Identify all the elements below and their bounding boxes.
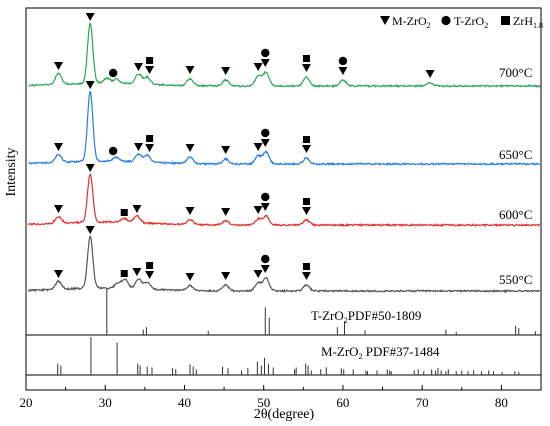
triangle-marker	[85, 13, 95, 21]
triangle-marker	[425, 70, 435, 78]
x-tick-label: 60	[336, 395, 349, 410]
triangle-marker	[185, 207, 195, 215]
triangle-marker	[221, 272, 231, 280]
x-tick-label: 70	[416, 395, 429, 410]
triangle-marker	[85, 164, 95, 172]
triangle-marker	[221, 208, 231, 216]
triangle-marker	[185, 273, 195, 281]
triangle-marker	[260, 139, 270, 147]
legend-label-zrh18: ZrH1.8	[513, 14, 543, 30]
triangle-marker	[301, 272, 311, 280]
square-marker	[146, 135, 154, 142]
legend-circle-icon	[441, 15, 451, 26]
triangle-marker	[338, 67, 348, 75]
triangle-marker	[301, 207, 311, 215]
square-marker	[146, 262, 154, 269]
legend-label-m-zro2: M-ZrO2	[392, 14, 431, 30]
triangle-marker	[260, 265, 270, 273]
square-marker	[302, 198, 310, 205]
series-label-700: 700°C	[499, 65, 532, 80]
triangle-marker	[185, 144, 195, 152]
circle-marker	[261, 192, 270, 202]
triangle-marker	[253, 270, 263, 278]
square-marker	[120, 209, 128, 216]
circle-marker	[338, 56, 348, 66]
triangle-marker	[53, 143, 63, 151]
x-tick-label: 20	[20, 395, 33, 410]
series-label-650: 650°C	[499, 147, 532, 162]
triangle-marker	[301, 145, 311, 153]
triangle-marker	[132, 205, 142, 213]
triangle-marker	[253, 63, 263, 71]
circle-marker	[261, 48, 270, 58]
circle-marker	[108, 146, 118, 156]
x-tick-label: 80	[495, 395, 508, 410]
triangle-marker	[260, 203, 270, 211]
series-line-650°C	[28, 90, 541, 167]
circle-marker	[108, 68, 118, 78]
series-line-550°C	[27, 235, 541, 294]
triangle-marker	[145, 271, 155, 279]
reference-patterns	[57, 289, 536, 375]
triangle-marker	[253, 143, 263, 151]
triangle-marker	[185, 66, 195, 74]
square-marker	[302, 263, 310, 270]
triangle-marker	[85, 226, 95, 234]
square-marker	[146, 57, 154, 64]
circle-marker	[261, 128, 270, 138]
triangle-marker	[134, 143, 144, 151]
square-marker	[302, 136, 310, 143]
reference-label-t-zro2: T-ZrO2PDF#50-1809	[311, 308, 421, 325]
phase-markers	[53, 13, 435, 281]
reference-label-m-zro2: M-ZrO2 PDF#37-1484	[321, 344, 440, 361]
series-label-600: 600°C	[499, 207, 532, 222]
square-marker	[120, 270, 128, 277]
triangle-marker	[134, 63, 144, 71]
triangle-marker	[145, 66, 155, 74]
series-line-700°C	[28, 22, 541, 89]
x-tick-label: 30	[99, 395, 112, 410]
triangle-marker	[53, 62, 63, 70]
series-label-550: 550°C	[499, 272, 532, 287]
triangle-marker	[132, 268, 142, 276]
legend-label-t-zro2: T-ZrO2	[454, 14, 488, 30]
series-line-600°C	[27, 173, 540, 228]
legend-square-icon	[501, 16, 510, 25]
triangle-marker	[221, 146, 231, 154]
y-axis-title: Intensity	[4, 148, 19, 197]
x-axis: 20 30 40 50 60 70 80	[20, 385, 508, 410]
triangle-marker	[253, 206, 263, 214]
triangle-marker	[53, 270, 63, 278]
triangle-marker	[221, 67, 231, 75]
triangle-marker	[85, 81, 95, 89]
x-tick-label: 40	[178, 395, 191, 410]
triangle-marker	[301, 64, 311, 72]
triangle-marker	[260, 59, 270, 67]
legend-triangle-icon	[380, 16, 390, 25]
x-axis-title: 2θ(degree)	[254, 407, 315, 422]
triangle-marker	[145, 144, 155, 152]
triangle-marker	[53, 205, 63, 213]
plot-frame	[25, 7, 542, 391]
x-tick-label: 50	[257, 395, 270, 410]
square-marker	[302, 55, 310, 62]
xrd-series	[27, 22, 541, 294]
legend: M-ZrO2 T-ZrO2 ZrH1.8	[380, 14, 543, 30]
circle-marker	[261, 254, 270, 264]
